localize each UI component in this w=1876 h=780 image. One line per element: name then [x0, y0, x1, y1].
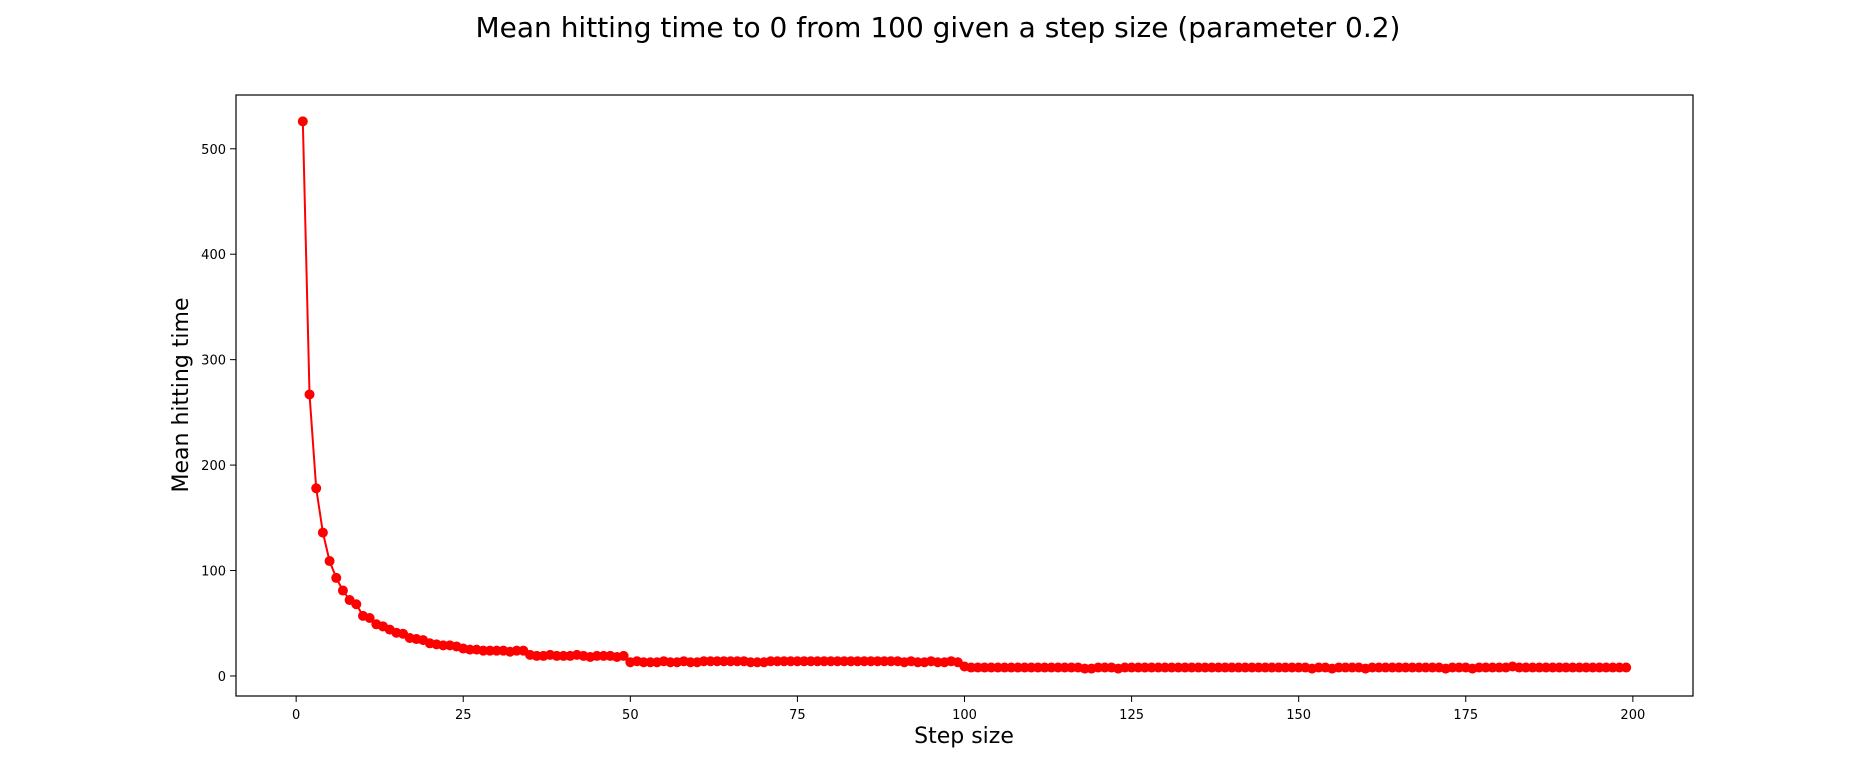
x-tick-label: 200 [1620, 708, 1645, 723]
series-line [301, 121, 1627, 670]
data-point [1621, 662, 1632, 673]
x-tick-label: 50 [622, 708, 639, 723]
x-axis-label: Step size [914, 724, 1014, 749]
data-point [337, 585, 348, 596]
chart-title: Mean hitting time to 0 from 100 given a … [476, 11, 1401, 44]
y-tick-label: 500 [201, 143, 226, 158]
y-tick-label: 0 [218, 670, 226, 685]
x-tick-label: 175 [1453, 708, 1478, 723]
data-point [311, 483, 322, 494]
plot-frame [235, 94, 1694, 697]
axis-ticks: 0 25 50 75 100 125 150 175 200 0 100 200 300 400 500 [201, 143, 1645, 723]
x-tick-label: 125 [1119, 708, 1144, 723]
x-tick-label: 100 [952, 708, 977, 723]
y-tick-label: 300 [201, 354, 226, 369]
y-tick-label: 400 [201, 248, 226, 263]
data-point [297, 116, 308, 127]
y-axis-label: Mean hitting time [169, 298, 194, 493]
data-point [331, 572, 342, 583]
plot-area [297, 116, 1632, 674]
data-point [324, 556, 335, 567]
x-tick-label: 150 [1286, 708, 1311, 723]
data-point [364, 612, 375, 623]
data-point [304, 389, 315, 400]
y-tick-label: 200 [201, 459, 226, 474]
y-tick-label: 100 [201, 565, 226, 580]
x-tick-label: 25 [455, 708, 472, 723]
data-point [317, 527, 328, 538]
x-tick-label: 75 [789, 708, 806, 723]
x-tick-label: 0 [292, 708, 300, 723]
data-point [618, 650, 629, 661]
data-point [351, 599, 362, 610]
